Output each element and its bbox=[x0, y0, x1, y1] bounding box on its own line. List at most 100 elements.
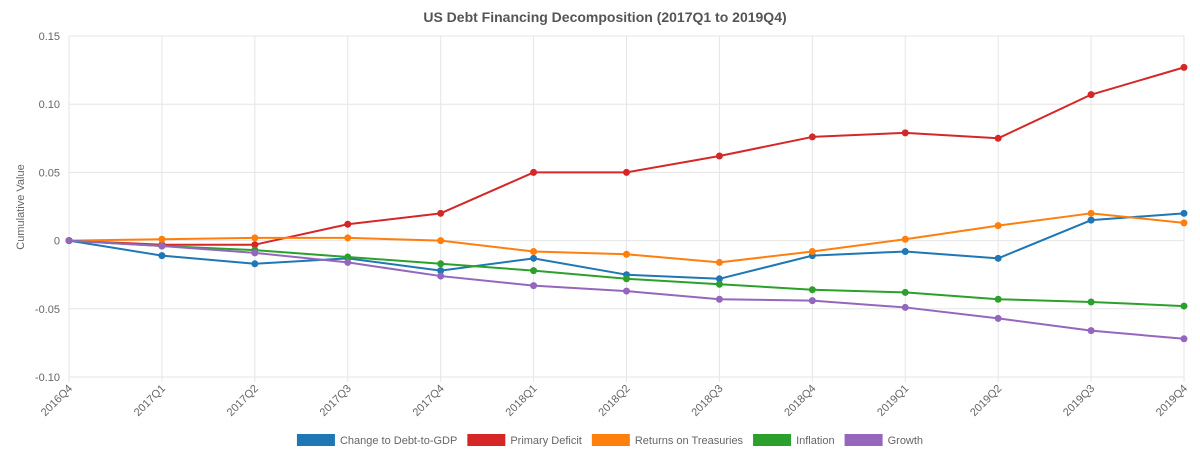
data-point[interactable] bbox=[715, 152, 723, 160]
data-point[interactable] bbox=[251, 249, 259, 257]
data-point[interactable] bbox=[1180, 302, 1188, 310]
data-point[interactable] bbox=[530, 282, 538, 290]
series-2 bbox=[65, 209, 1188, 266]
grid-lines bbox=[68, 35, 1185, 382]
data-point[interactable] bbox=[715, 295, 723, 303]
x-axis: 2016Q4 2017Q1 2017Q2 2017Q3 2017Q4 2018Q1 2018… bbox=[39, 383, 1190, 419]
legend-swatch bbox=[467, 434, 506, 446]
data-point[interactable] bbox=[530, 168, 538, 176]
data-point[interactable] bbox=[715, 275, 723, 283]
x-tick-label: 2018Q2 bbox=[596, 383, 632, 419]
data-point[interactable] bbox=[901, 235, 909, 243]
data-point[interactable] bbox=[158, 242, 166, 250]
x-tick-label: 2016Q4 bbox=[39, 383, 75, 419]
y-tick-label: 0.05 bbox=[39, 167, 60, 179]
legend-swatch bbox=[296, 434, 335, 446]
legend-item[interactable]: Inflation bbox=[753, 434, 835, 447]
data-point[interactable] bbox=[530, 267, 538, 275]
data-point[interactable] bbox=[715, 258, 723, 266]
data-point[interactable] bbox=[437, 209, 445, 217]
data-point[interactable] bbox=[1180, 335, 1188, 343]
data-point[interactable] bbox=[994, 254, 1002, 262]
data-point[interactable] bbox=[808, 297, 816, 305]
data-point[interactable] bbox=[251, 234, 259, 242]
data-point[interactable] bbox=[437, 272, 445, 280]
data-point[interactable] bbox=[901, 129, 909, 137]
y-tick-label: 0.10 bbox=[39, 99, 60, 111]
legend-label: Returns on Treasuries bbox=[635, 435, 744, 447]
data-point[interactable] bbox=[1087, 298, 1095, 306]
data-point[interactable] bbox=[437, 260, 445, 268]
data-point[interactable] bbox=[901, 288, 909, 296]
x-tick-label: 2017Q2 bbox=[225, 383, 261, 419]
data-point[interactable] bbox=[623, 250, 630, 258]
legend-item[interactable]: Growth bbox=[844, 434, 923, 447]
data-point[interactable] bbox=[344, 234, 352, 242]
data-point[interactable] bbox=[158, 252, 166, 260]
x-tick-label: 2019Q4 bbox=[1154, 383, 1190, 419]
data-point[interactable] bbox=[1180, 209, 1188, 217]
data-point[interactable] bbox=[808, 248, 816, 256]
x-tick-label: 2019Q1 bbox=[875, 383, 911, 419]
legend-label: Primary Deficit bbox=[510, 435, 582, 447]
y-tick-label: 0 bbox=[54, 236, 60, 248]
legend-swatch bbox=[844, 434, 883, 446]
data-point[interactable] bbox=[994, 222, 1002, 230]
legend: Change to Debt-to-GDP Primary Deficit Retu… bbox=[296, 434, 923, 447]
x-tick-label: 2019Q2 bbox=[968, 383, 1004, 419]
x-tick-label: 2018Q3 bbox=[689, 383, 725, 419]
data-point[interactable] bbox=[344, 253, 352, 261]
data-point[interactable] bbox=[1087, 327, 1095, 335]
legend-swatch bbox=[753, 434, 792, 446]
x-tick-label: 2019Q3 bbox=[1061, 383, 1097, 419]
data-point[interactable] bbox=[437, 237, 445, 245]
y-axis-label: Cumulative Value bbox=[15, 164, 27, 249]
data-point[interactable] bbox=[251, 260, 259, 268]
series-lines bbox=[65, 63, 1188, 343]
series-1 bbox=[65, 63, 1188, 249]
data-point[interactable] bbox=[623, 275, 630, 283]
data-point[interactable] bbox=[65, 237, 73, 245]
data-point[interactable] bbox=[623, 168, 630, 176]
x-tick-label: 2017Q1 bbox=[132, 383, 168, 419]
legend-label: Growth bbox=[888, 435, 923, 447]
legend-item[interactable]: Returns on Treasuries bbox=[591, 434, 744, 447]
legend-item[interactable]: Primary Deficit bbox=[467, 434, 582, 447]
data-point[interactable] bbox=[623, 287, 630, 295]
chart-title: US Debt Financing Decomposition (2017Q1 … bbox=[423, 9, 786, 25]
x-tick-label: 2017Q4 bbox=[411, 383, 447, 419]
data-point[interactable] bbox=[808, 133, 816, 141]
y-axis: 0.15 0.10 0.05 0 -0.05 -0.10 bbox=[35, 31, 60, 384]
data-point[interactable] bbox=[715, 280, 723, 288]
data-point[interactable] bbox=[251, 241, 259, 249]
data-point[interactable] bbox=[344, 258, 352, 266]
data-point[interactable] bbox=[994, 295, 1002, 303]
data-point[interactable] bbox=[530, 248, 538, 256]
legend-item[interactable]: Change to Debt-to-GDP bbox=[296, 434, 457, 447]
y-tick-label: 0.15 bbox=[39, 31, 60, 43]
data-point[interactable] bbox=[1087, 209, 1095, 217]
data-point[interactable] bbox=[437, 267, 445, 275]
legend-swatch bbox=[591, 434, 630, 446]
y-tick-label: -0.10 bbox=[35, 372, 60, 384]
data-point[interactable] bbox=[1087, 91, 1095, 99]
data-point[interactable] bbox=[994, 314, 1002, 322]
data-point[interactable] bbox=[344, 220, 352, 228]
x-tick-label: 2018Q4 bbox=[782, 383, 818, 419]
legend-label: Change to Debt-to-GDP bbox=[340, 435, 457, 447]
data-point[interactable] bbox=[530, 254, 538, 262]
series-4 bbox=[65, 237, 1188, 343]
data-point[interactable] bbox=[1180, 219, 1188, 227]
legend-label: Inflation bbox=[796, 435, 835, 447]
y-tick-label: -0.05 bbox=[35, 304, 60, 316]
data-point[interactable] bbox=[994, 134, 1002, 142]
x-tick-label: 2018Q1 bbox=[504, 383, 540, 419]
data-point[interactable] bbox=[808, 286, 816, 294]
data-point[interactable] bbox=[1087, 216, 1095, 224]
data-point[interactable] bbox=[1180, 63, 1188, 71]
data-point[interactable] bbox=[158, 235, 166, 243]
x-tick-label: 2017Q3 bbox=[318, 383, 354, 419]
data-point[interactable] bbox=[901, 303, 909, 311]
data-point[interactable] bbox=[901, 248, 909, 256]
